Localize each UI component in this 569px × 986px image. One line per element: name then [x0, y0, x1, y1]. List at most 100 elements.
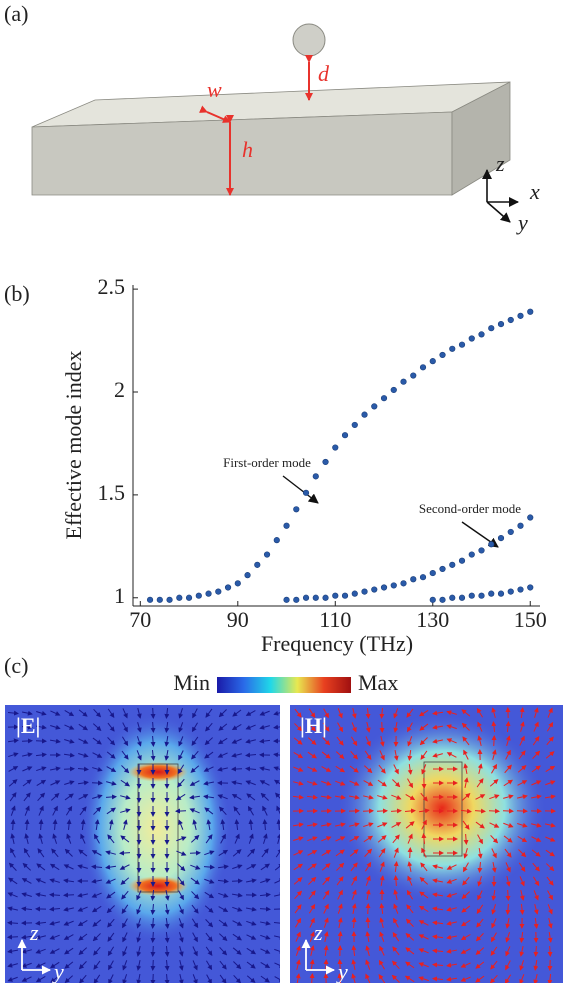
field-arrow — [220, 819, 226, 831]
field-arrow — [407, 861, 413, 872]
field-arrow — [92, 766, 103, 772]
field-arrow — [92, 737, 102, 745]
field-arrow — [63, 906, 74, 912]
field-arrow — [292, 822, 304, 828]
field-arrow — [260, 962, 271, 969]
point — [283, 596, 290, 603]
field-arrow — [246, 961, 256, 969]
field-arrow — [365, 945, 371, 956]
field-arrow — [245, 752, 257, 758]
field-arrow — [122, 819, 128, 830]
field-arrow — [260, 792, 269, 801]
field-arrow — [407, 847, 413, 859]
field-arrow — [177, 778, 185, 788]
field-arrow — [545, 836, 556, 842]
field-arrow — [192, 960, 198, 971]
field-arrow — [64, 961, 74, 969]
field-arrow — [393, 889, 399, 900]
field-arrow — [432, 878, 443, 884]
field-arrow — [93, 960, 101, 970]
point — [410, 576, 417, 583]
field-arrow — [336, 876, 344, 886]
field-arrow — [308, 876, 317, 885]
field-arrow — [446, 864, 457, 870]
field-arrow — [49, 878, 60, 884]
field-arrow — [519, 721, 525, 732]
field-arrow — [79, 806, 87, 816]
field-arrow — [294, 708, 302, 718]
axis-arrow — [486, 201, 511, 223]
field-arrow — [106, 891, 116, 899]
field-arrow — [335, 780, 346, 786]
field-arrow — [7, 976, 18, 982]
field-arrow — [519, 876, 525, 887]
field-arrow — [477, 890, 483, 901]
field-arrow — [66, 819, 72, 831]
field-arrow — [519, 890, 525, 901]
field-arrow — [78, 738, 89, 744]
field-arrow — [105, 850, 116, 856]
point — [517, 312, 524, 319]
field-arrow — [418, 934, 429, 940]
field-arrow — [245, 906, 257, 912]
field-arrow — [177, 764, 185, 775]
field-arrow — [107, 737, 116, 746]
field-arrow — [8, 862, 17, 871]
field-arrow — [460, 948, 471, 954]
colorbar-label: Max — [358, 670, 398, 695]
field-arrow — [49, 738, 61, 744]
field-arrow — [351, 945, 357, 957]
field-arrow — [407, 722, 413, 733]
field-arrow — [120, 808, 131, 814]
field-arrow — [322, 722, 330, 732]
field-arrow — [204, 807, 214, 815]
field-arrow — [294, 904, 302, 914]
field-arrow — [22, 766, 33, 772]
field-arrow — [22, 779, 32, 787]
field-arrow — [337, 903, 343, 914]
field-arrow — [505, 946, 511, 957]
field-arrow — [136, 973, 142, 983]
point — [322, 458, 329, 466]
field-arrow — [491, 763, 498, 774]
field-arrow — [150, 721, 156, 733]
field-arrow — [391, 794, 402, 800]
field-arrow — [335, 765, 346, 773]
field-arrow — [337, 973, 343, 983]
field-arrow — [21, 906, 33, 912]
field-arrow — [78, 794, 89, 800]
field-arrow — [262, 819, 268, 831]
field-arrow — [80, 833, 86, 844]
field-arrow — [407, 833, 413, 844]
field-arrow — [122, 974, 128, 983]
annotation-arrow — [282, 475, 319, 504]
field-arrow — [122, 918, 128, 929]
field-arrow — [63, 752, 75, 758]
field-arrow — [178, 708, 184, 719]
field-arrow — [64, 947, 74, 955]
point — [527, 514, 534, 521]
field-arrow — [365, 736, 371, 747]
field-arrow — [491, 721, 497, 733]
point — [449, 345, 456, 352]
field-arrow — [545, 780, 556, 786]
field-arrow — [350, 750, 359, 760]
field-arrow — [178, 932, 184, 943]
field-arrow — [307, 836, 318, 842]
field-arrow — [321, 751, 331, 759]
field-arrow — [136, 750, 142, 761]
particle — [292, 23, 326, 57]
field-arrow — [505, 918, 511, 929]
field-arrow — [545, 765, 556, 773]
field-arrow — [323, 708, 329, 719]
field-arrow — [49, 766, 61, 772]
field-arrow — [245, 710, 256, 716]
field-arrow — [519, 735, 525, 746]
point — [244, 572, 251, 579]
field-arrow — [475, 933, 484, 942]
field-arrow — [191, 736, 199, 746]
field-arrow — [246, 864, 257, 870]
field-arrow — [475, 947, 485, 956]
field-arrow — [9, 792, 17, 802]
field-arrow — [38, 805, 44, 816]
